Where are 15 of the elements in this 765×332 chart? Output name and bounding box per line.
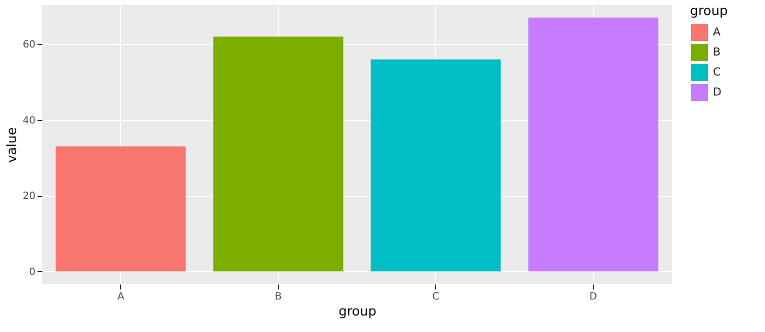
y-axis-title: value — [4, 127, 20, 163]
x-tick-label: B — [274, 292, 282, 302]
y-tick-label: 20 — [22, 191, 36, 202]
legend-label: C — [713, 66, 721, 78]
x-axis-title: group — [338, 304, 376, 320]
y-tick-label: 0 — [29, 266, 36, 278]
y-tick-label: 60 — [22, 40, 36, 51]
legend-label: B — [713, 46, 721, 58]
y-tick-label: 40 — [22, 115, 36, 126]
x-tick-label: A — [117, 292, 124, 302]
legend-label: D — [713, 86, 722, 98]
x-tick-label: D — [589, 292, 598, 302]
legend-title: group — [690, 4, 728, 19]
legend-label: A — [713, 26, 721, 38]
x-tick-label: C — [432, 292, 440, 302]
